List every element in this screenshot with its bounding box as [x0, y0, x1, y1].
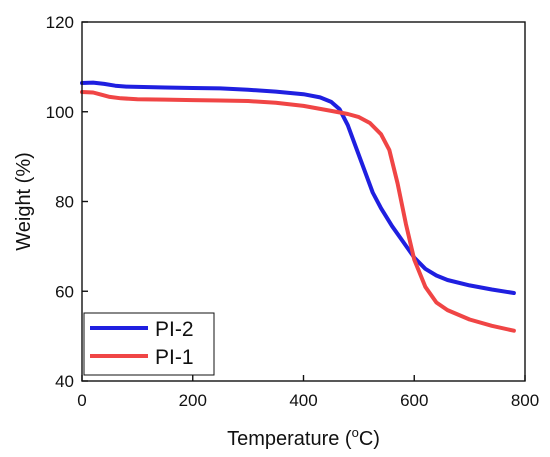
x-axis-title: Temperature (oC) [227, 425, 380, 450]
x-axis-title-degree: o [352, 425, 359, 440]
legend-label-pi-2: PI-2 [155, 318, 194, 341]
y-tick-label: 40 [55, 372, 74, 391]
series-line-pi-2 [80, 80, 516, 295]
x-axis-title-prefix: Temperature ( [227, 428, 352, 450]
y-tick-label: 80 [55, 193, 74, 212]
series-layer [80, 80, 516, 333]
x-tick-label: 600 [400, 391, 428, 410]
x-tick-label: 0 [77, 391, 86, 410]
tick-layer: 0 200 400 600 800 40 60 80 100 120 [46, 13, 540, 410]
y-tick-label: 100 [46, 103, 74, 122]
legend: PI-2 PI-1 [83, 312, 215, 376]
legend-label-pi-1: PI-1 [155, 346, 194, 369]
x-tick-label: 200 [179, 391, 207, 410]
legend-box [83, 312, 215, 376]
y-tick-label: 60 [55, 282, 74, 301]
x-tick-label: 400 [289, 391, 317, 410]
y-tick-label: 120 [46, 13, 74, 32]
series-line-pi-1 [80, 90, 516, 333]
x-tick-label: 800 [511, 391, 539, 410]
y-axis-title: Weight (%) [13, 152, 35, 251]
x-axis-title-suffix: C) [359, 428, 380, 450]
